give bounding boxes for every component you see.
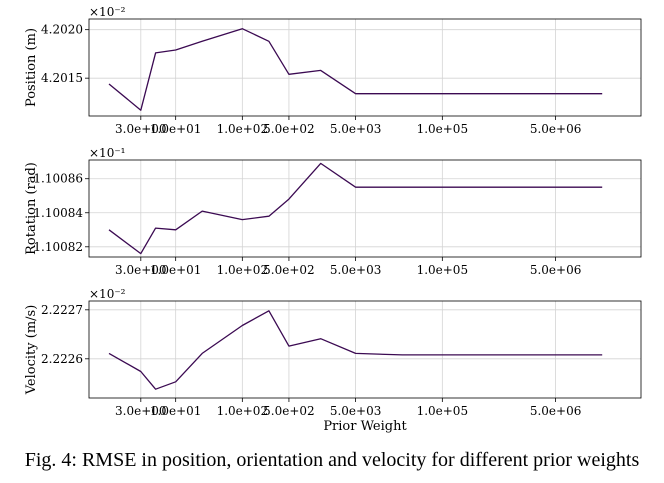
axis-multiplier: ×10⁻² [89,5,126,19]
x-tick-label: 1.0e+05 [417,122,469,136]
x-tick-label: 5.0e+06 [530,122,582,136]
x-tick-label: 5.0e+02 [263,263,315,277]
x-tick-label: 3.0e+00 [115,263,167,277]
plot-frame [88,300,642,399]
x-tick-label: 1.0e+05 [417,263,469,277]
series-line [108,310,603,390]
x-tick-label: 1.0e+02 [217,404,269,418]
x-tick-label: 1.0e+01 [150,263,202,277]
y-axis-label: Rotation (rad) [24,162,39,255]
figure-caption: Fig. 4: RMSE in position, orientation an… [24,449,640,471]
y-tick-label: 4.2020 [41,23,83,37]
x-tick-label: 1.0e+02 [217,122,269,136]
series-line [108,162,603,255]
chart-panel-1: 3.0e+001.0e+01 1.0e+025.0e+02 5.0e+03 1.0e+… [24,5,642,136]
chart-panel-2: 3.0e+001.0e+01 1.0e+025.0e+02 5.0e+03 1.0e+… [24,146,642,277]
y-tick-label: 4.2015 [41,71,83,85]
plot-frame [88,18,642,117]
y-axis-label: Position (m) [24,28,39,107]
axis-multiplier: ×10⁻¹ [89,146,125,160]
y-tick-label: 1.10084 [33,206,83,220]
y-tick-label: 1.10086 [33,172,83,186]
x-tick-label: 5.0e+02 [263,122,315,136]
x-tick-label: 5.0e+06 [530,263,582,277]
x-tick-label: 5.0e+06 [530,404,582,418]
x-tick-label: 5.0e+03 [330,263,382,277]
x-tick-label: 1.0e+05 [417,404,469,418]
y-tick-label: 2.2227 [41,303,83,317]
x-tick-label: 1.0e+02 [217,263,269,277]
y-tick-label: 2.2226 [41,352,83,366]
axis-multiplier: ×10⁻² [89,287,126,301]
y-axis-label: Velocity (m/s) [24,305,39,396]
x-tick-label: 3.0e+00 [115,122,167,136]
chart-panel-3: 3.0e+001.0e+01 1.0e+025.0e+02 5.0e+03 1.0e+… [24,287,642,434]
x-tick-label: 5.0e+03 [330,404,382,418]
x-tick-label: 5.0e+03 [330,122,382,136]
x-tick-label: 1.0e+01 [150,404,202,418]
y-tick-label: 1.10082 [33,240,83,254]
x-tick-label: 1.0e+01 [150,122,202,136]
series-line [108,28,603,111]
plot-frame [88,159,642,258]
x-axis-label: Prior Weight [323,419,407,434]
x-tick-label: 5.0e+02 [263,404,315,418]
rmse-line-charts: 3.0e+001.0e+01 1.0e+025.0e+02 5.0e+03 1.0e+… [24,5,642,434]
x-tick-label: 3.0e+00 [115,404,167,418]
